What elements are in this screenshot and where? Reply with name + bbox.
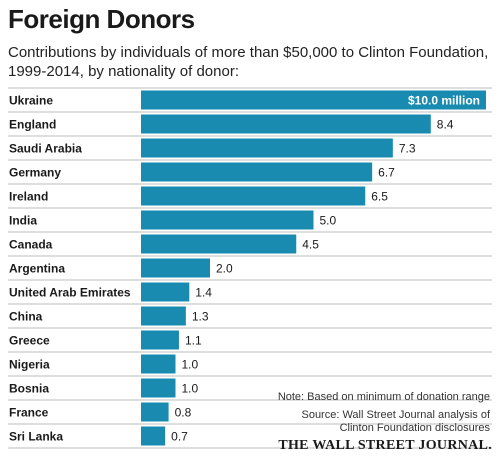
category-label: Ireland (9, 190, 48, 204)
bar (141, 282, 190, 302)
publisher-logo: THE WALL STREET JOURNAL. (278, 438, 492, 453)
category-label: Germany (9, 166, 61, 180)
value-label: 2.0 (216, 262, 233, 276)
category-label: Bosnia (9, 382, 49, 396)
value-label: 0.8 (175, 406, 192, 420)
value-label: 1.0 (182, 382, 199, 396)
chart-note: Note: Based on minimum of donation range (277, 391, 490, 403)
value-label: 8.4 (437, 118, 454, 132)
bar (141, 258, 210, 278)
bar (141, 210, 314, 230)
bar (141, 186, 366, 206)
value-label: 1.4 (195, 286, 212, 300)
value-label: 7.3 (399, 142, 416, 156)
chart-title: Foreign Donors (8, 4, 195, 34)
value-label: 1.3 (192, 310, 209, 324)
value-label: 0.7 (171, 430, 188, 444)
category-label: Nigeria (9, 358, 50, 372)
bar (141, 114, 431, 134)
chart-source: Source: Wall Street Journal analysis of … (301, 409, 490, 434)
category-label: Canada (9, 238, 53, 252)
value-label: 6.7 (378, 166, 395, 180)
category-label: Argentina (9, 262, 65, 276)
category-label: France (9, 406, 49, 420)
bar (141, 306, 186, 326)
bar (141, 234, 297, 254)
category-label: Sri Lanka (9, 430, 63, 444)
category-label: England (9, 118, 56, 132)
category-label: United Arab Emirates (9, 286, 131, 300)
category-label: Saudi Arabia (9, 142, 82, 156)
category-label: India (9, 214, 37, 228)
bar (141, 162, 373, 182)
bar (141, 378, 176, 398)
bar (141, 402, 169, 422)
value-label: 6.5 (371, 190, 388, 204)
value-label: 4.5 (302, 238, 319, 252)
value-label: $10.0 million (408, 94, 480, 108)
bar (141, 426, 166, 446)
chart-subtitle: Contributions by individuals of more tha… (8, 44, 489, 80)
category-label: Greece (9, 334, 50, 348)
category-label: Ukraine (9, 94, 53, 108)
bar (141, 138, 393, 158)
bar (141, 330, 179, 350)
value-label: 1.1 (185, 334, 202, 348)
category-label: China (9, 310, 43, 324)
value-label: 5.0 (320, 214, 337, 228)
bar (141, 90, 486, 110)
value-label: 1.0 (182, 358, 199, 372)
bar (141, 354, 176, 374)
